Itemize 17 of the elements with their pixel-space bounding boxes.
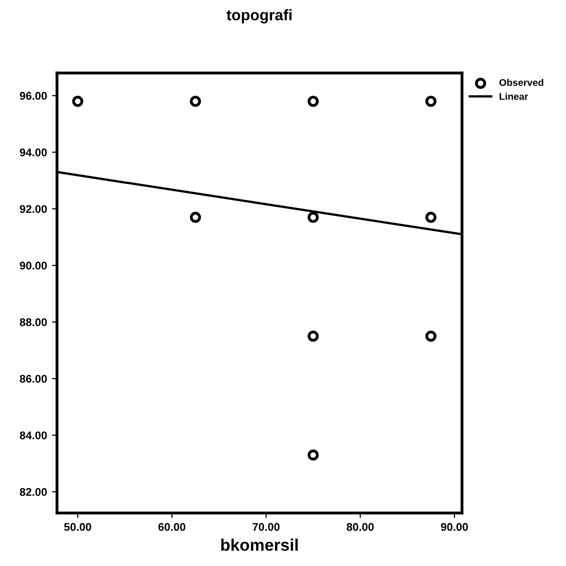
x-tick-label: 80.00 <box>346 523 374 531</box>
x-tick-label: 90.00 <box>440 523 468 531</box>
y-tick-label: 90.00 <box>20 262 47 270</box>
y-tick-label: 88.00 <box>20 318 47 326</box>
x-tick-label: 70.00 <box>252 523 280 531</box>
x-axis-title: bkomersil <box>221 538 298 551</box>
legend-label: Observed <box>499 78 544 86</box>
y-tick-label: 82.00 <box>20 488 47 496</box>
chart-title: topografi <box>226 9 292 24</box>
x-tick-label: 60.00 <box>158 523 186 531</box>
legend-label: Linear <box>500 92 528 100</box>
y-tick-label: 94.00 <box>20 148 47 156</box>
y-tick-label: 96.00 <box>20 92 47 100</box>
x-tick-label: 50.00 <box>64 523 92 531</box>
y-tick-label: 86.00 <box>20 374 47 383</box>
y-tick-label: 92.00 <box>20 205 47 213</box>
y-tick-label: 84.00 <box>20 431 47 440</box>
